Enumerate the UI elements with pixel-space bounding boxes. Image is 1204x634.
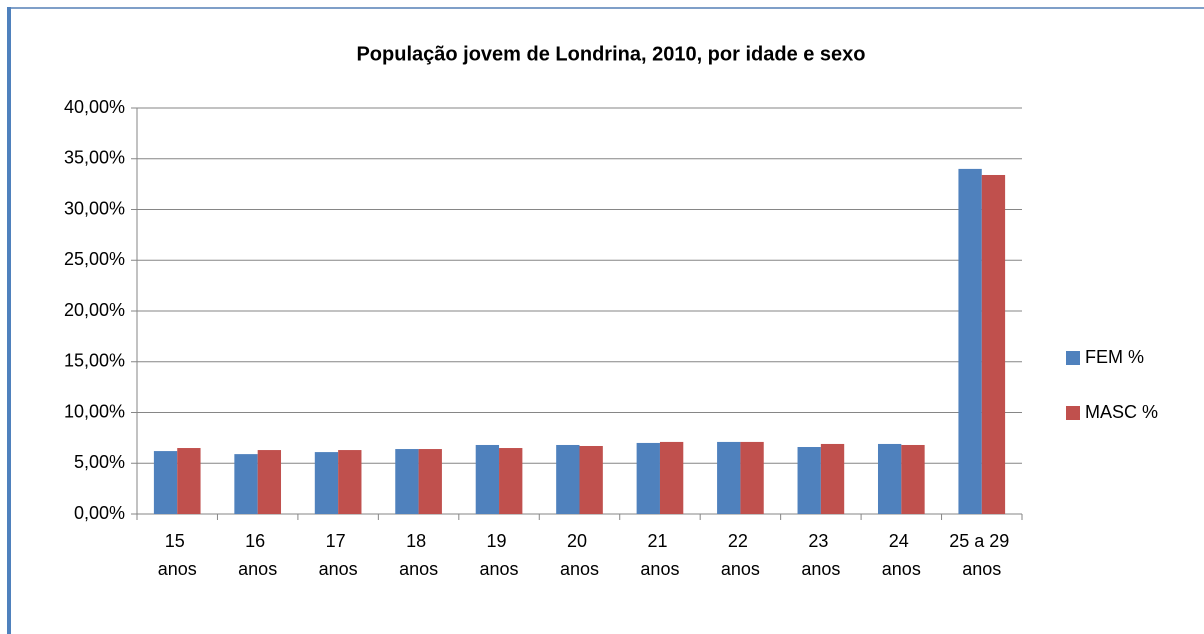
- legend-label: FEM %: [1085, 347, 1144, 367]
- y-tick-label: 20,00%: [64, 300, 125, 320]
- y-tick-label: 40,00%: [64, 97, 125, 117]
- bar: [797, 447, 821, 514]
- bar: [257, 450, 282, 514]
- bar: [820, 443, 845, 514]
- bar: [981, 174, 1006, 515]
- y-tick-label: 25,00%: [64, 249, 125, 269]
- x-tick-label: 19 anos: [480, 531, 519, 579]
- y-tick-label: 0,00%: [74, 503, 125, 523]
- y-tick-label: 5,00%: [74, 452, 125, 472]
- bar: [177, 448, 201, 514]
- y-tick-label: 15,00%: [64, 351, 125, 371]
- x-tick-label: 17 anos: [319, 531, 358, 579]
- bar: [877, 443, 902, 514]
- bar: [395, 449, 419, 514]
- bar: [636, 442, 660, 514]
- legend-swatch: [1066, 351, 1080, 365]
- bar: [740, 441, 764, 514]
- x-tick-label: 21 anos: [640, 531, 679, 579]
- x-tick-label: 24 anos: [882, 531, 921, 579]
- chart-title: População jovem de Londrina, 2010, por i…: [356, 43, 865, 65]
- bar: [234, 454, 258, 514]
- x-tick-label: 25 a 29 anos: [949, 531, 1014, 579]
- bar: [901, 444, 925, 514]
- bar: [659, 441, 684, 514]
- x-tick-label: 18 anos: [399, 531, 438, 579]
- bar: [418, 449, 442, 514]
- bar: [153, 451, 178, 514]
- bar: [314, 452, 339, 514]
- bar: [717, 441, 741, 514]
- legend-swatch: [1066, 406, 1080, 420]
- y-tick-label: 35,00%: [64, 148, 125, 168]
- bar: [475, 444, 500, 514]
- y-tick-label: 30,00%: [64, 198, 125, 218]
- bar: [958, 168, 982, 514]
- bar: [338, 450, 362, 514]
- y-tick-label: 10,00%: [64, 401, 125, 421]
- x-tick-label: 23 anos: [801, 531, 840, 579]
- legend-label: MASC %: [1085, 402, 1158, 422]
- bar: [579, 445, 603, 514]
- x-tick-label: 16 anos: [238, 531, 277, 579]
- x-tick-label: 20 anos: [560, 531, 599, 579]
- x-tick-label: 15 anos: [158, 531, 197, 579]
- bar: [499, 448, 523, 514]
- bar: [556, 444, 580, 514]
- x-tick-label: 22 anos: [721, 531, 760, 579]
